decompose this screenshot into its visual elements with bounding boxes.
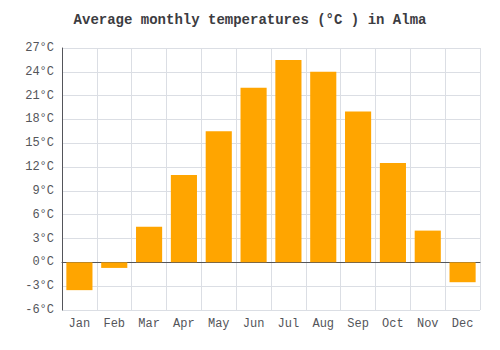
svg-text:Jul: Jul	[278, 317, 300, 331]
svg-text:Jun: Jun	[243, 317, 265, 331]
svg-text:Nov: Nov	[417, 317, 439, 331]
svg-text:Jan: Jan	[69, 317, 91, 331]
svg-text:Oct: Oct	[382, 317, 404, 331]
svg-text:21°C: 21°C	[25, 89, 54, 103]
svg-text:Sep: Sep	[347, 317, 369, 331]
svg-text:Apr: Apr	[173, 317, 195, 331]
svg-text:3°C: 3°C	[32, 232, 54, 246]
svg-text:Dec: Dec	[452, 317, 474, 331]
svg-text:15°C: 15°C	[25, 136, 54, 150]
svg-text:May: May	[208, 317, 230, 331]
svg-text:Aug: Aug	[312, 317, 334, 331]
svg-text:6°C: 6°C	[32, 208, 54, 222]
svg-text:18°C: 18°C	[25, 112, 54, 126]
svg-text:27°C: 27°C	[25, 41, 54, 55]
svg-text:-3°C: -3°C	[25, 279, 54, 293]
svg-text:0°C: 0°C	[32, 255, 54, 269]
svg-text:24°C: 24°C	[25, 65, 54, 79]
svg-text:12°C: 12°C	[25, 160, 54, 174]
svg-text:Feb: Feb	[103, 317, 125, 331]
svg-text:Average monthly temperatures (: Average monthly temperatures (°C ) in Al…	[74, 12, 427, 28]
svg-text:9°C: 9°C	[32, 184, 54, 198]
svg-text:-6°C: -6°C	[25, 303, 54, 317]
svg-text:Mar: Mar	[138, 317, 160, 331]
